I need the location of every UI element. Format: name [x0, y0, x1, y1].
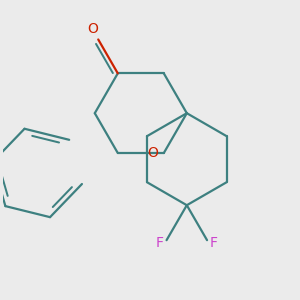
Text: F: F [156, 236, 164, 250]
Text: F: F [209, 236, 217, 250]
Text: O: O [87, 22, 98, 36]
Text: O: O [147, 146, 158, 160]
